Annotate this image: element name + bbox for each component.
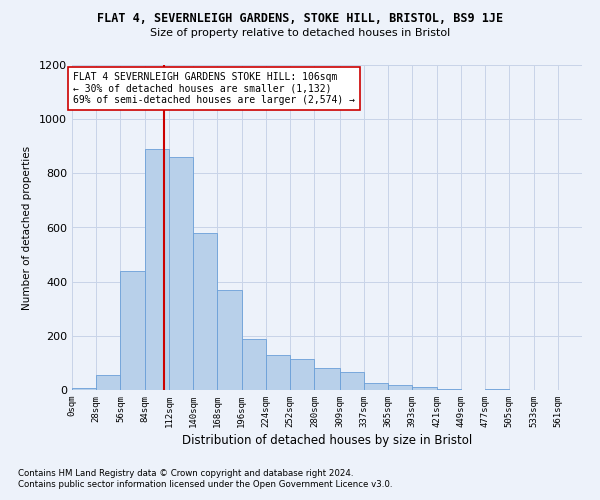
Text: FLAT 4, SEVERNLEIGH GARDENS, STOKE HILL, BRISTOL, BS9 1JE: FLAT 4, SEVERNLEIGH GARDENS, STOKE HILL,…	[97, 12, 503, 26]
Bar	[485, 388, 509, 390]
Bar	[340, 372, 364, 390]
Bar	[169, 157, 193, 390]
Bar	[364, 383, 388, 390]
Bar	[314, 368, 340, 390]
Bar	[437, 388, 461, 390]
Bar	[145, 149, 169, 390]
Bar	[290, 359, 314, 390]
Text: FLAT 4 SEVERNLEIGH GARDENS STOKE HILL: 106sqm
← 30% of detached houses are small: FLAT 4 SEVERNLEIGH GARDENS STOKE HILL: 1…	[73, 72, 355, 105]
X-axis label: Distribution of detached houses by size in Bristol: Distribution of detached houses by size …	[182, 434, 472, 447]
Bar	[217, 290, 242, 390]
Bar	[388, 384, 412, 390]
Bar	[266, 355, 290, 390]
Text: Contains HM Land Registry data © Crown copyright and database right 2024.: Contains HM Land Registry data © Crown c…	[18, 468, 353, 477]
Bar	[193, 233, 217, 390]
Bar	[412, 388, 437, 390]
Bar	[72, 388, 96, 390]
Text: Contains public sector information licensed under the Open Government Licence v3: Contains public sector information licen…	[18, 480, 392, 489]
Text: Size of property relative to detached houses in Bristol: Size of property relative to detached ho…	[150, 28, 450, 38]
Bar	[242, 338, 266, 390]
Bar	[121, 271, 145, 390]
Bar	[96, 375, 121, 390]
Y-axis label: Number of detached properties: Number of detached properties	[22, 146, 32, 310]
